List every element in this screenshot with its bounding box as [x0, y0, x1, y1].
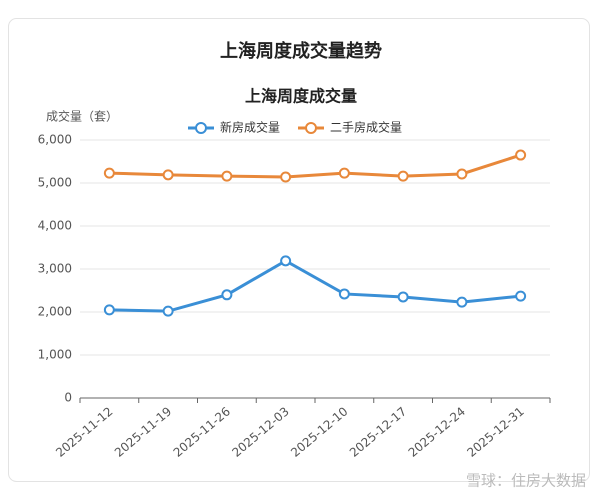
- y-tick-label: 1,000: [38, 348, 72, 362]
- y-tick-label: 6,000: [38, 133, 72, 147]
- legend-marker: [305, 122, 317, 134]
- data-point: [456, 168, 468, 180]
- data-point: [221, 170, 233, 182]
- data-point: [280, 255, 292, 267]
- data-point: [338, 167, 350, 179]
- series-line: [109, 259, 521, 313]
- data-point: [103, 167, 115, 179]
- y-axis-label: 成交量（套）: [46, 109, 118, 124]
- data-point: [162, 305, 174, 317]
- data-point: [515, 149, 527, 161]
- data-point: [456, 296, 468, 308]
- legend-marker: [195, 122, 207, 134]
- data-point: [162, 169, 174, 181]
- data-point: [397, 291, 409, 303]
- data-point: [338, 288, 350, 300]
- watermark: 雪球：住房大数据: [466, 472, 586, 490]
- data-point: [103, 304, 115, 316]
- legend-label: 新房成交量: [220, 120, 280, 135]
- data-point: [515, 290, 527, 302]
- chart-subtitle: 上海周度成交量: [245, 87, 357, 106]
- data-point: [280, 171, 292, 183]
- chart-title: 上海周度成交量趋势: [220, 40, 382, 62]
- series-line: [109, 153, 522, 179]
- y-tick-label: 5,000: [38, 176, 72, 190]
- card: [8, 18, 590, 482]
- y-tick-label: 4,000: [38, 219, 72, 233]
- data-point: [397, 170, 409, 182]
- legend-label: 二手房成交量: [330, 120, 402, 135]
- data-point: [221, 289, 233, 301]
- y-tick-label: 3,000: [38, 262, 72, 276]
- y-tick-label: 0: [64, 391, 72, 405]
- y-tick-label: 2,000: [38, 305, 72, 319]
